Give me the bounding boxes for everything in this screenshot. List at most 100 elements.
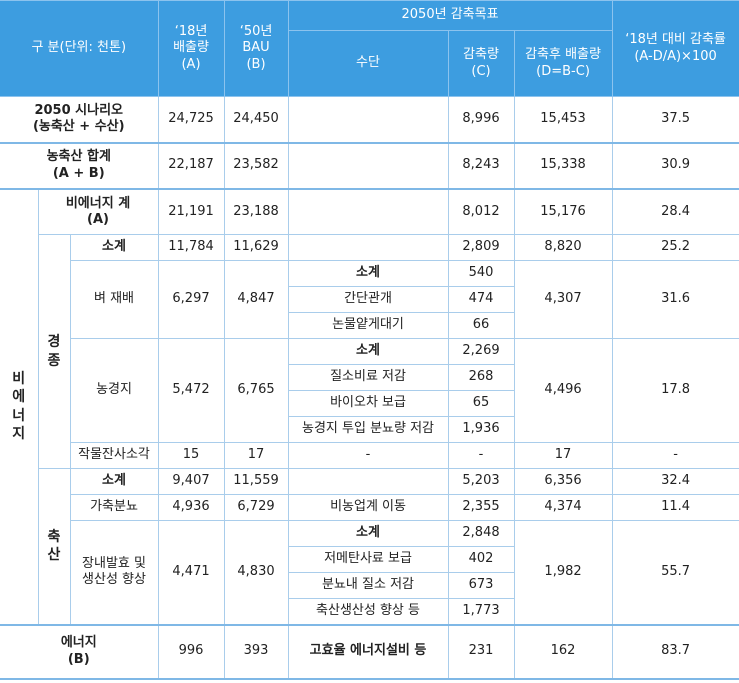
table-row: 논물얕게대기 66 xyxy=(0,312,739,339)
table-cell: 농축산 합계 (A + B) xyxy=(0,141,159,189)
table-cell: 장내발효 및 생산성 향상 xyxy=(70,520,159,625)
table-cell: 가축분뇨 xyxy=(70,494,159,521)
table-cell: 15 xyxy=(157,442,225,469)
table-cell: 32.4 xyxy=(611,468,739,495)
table-cell: 1,936 xyxy=(447,416,515,443)
table-row: 농경지 투입 분뇨량 저감 1,936 xyxy=(0,416,739,443)
table-cell: 66 xyxy=(447,312,515,339)
table-cell: 에너지 (B) xyxy=(0,623,159,679)
table-cell: 996 xyxy=(157,623,225,679)
table-cell: 작물잔사소각 xyxy=(70,442,159,469)
table-cell: 8,996 xyxy=(447,96,515,143)
table-row: 가축분뇨 4,936 6,729 비농업계 이동 2,355 4,374 11.4 xyxy=(0,494,739,521)
table-cell: 농경지 투입 분뇨량 저감 xyxy=(288,416,449,443)
table-cell: 분뇨내 질소 저감 xyxy=(288,572,449,599)
table-cell: 5,472 xyxy=(157,338,225,443)
table-cell: 소계 xyxy=(69,468,159,495)
table-row: 2050 시나리오 (농축산 + 수산) 24,725 24,450 8,996 1… xyxy=(0,96,739,143)
table-cell: 23,582 xyxy=(223,141,289,189)
table-cell: 6,765 xyxy=(223,338,289,443)
table-cell: 1,982 xyxy=(513,520,613,625)
table-cell: 소계 xyxy=(287,260,449,287)
table-cell: 673 xyxy=(447,572,515,599)
table-cell xyxy=(287,187,449,235)
table-cell: 231 xyxy=(447,623,515,679)
table-cell: 25.2 xyxy=(611,234,739,261)
table-row: 축 산 소계 9,407 11,559 5,203 6,356 32.4 xyxy=(0,468,739,625)
table-cell: 23,188 xyxy=(223,187,289,235)
table-cell: 소계 xyxy=(287,520,449,547)
table-cell: 2,809 xyxy=(447,234,515,261)
table-cell: 83.7 xyxy=(611,623,739,679)
table-row: 바이오차 보급 65 xyxy=(0,390,739,417)
table-section: 구 분(단위: 천톤) ‘18년 배출량 (A) ‘50년 BAU (B) 20… xyxy=(0,0,739,97)
table-cell: 2,848 xyxy=(447,520,515,547)
table-cell: 경 종 xyxy=(38,234,71,469)
table-cell xyxy=(287,234,449,261)
table-cell: 55.7 xyxy=(611,520,739,625)
table-cell: 비에너지 계 (A) xyxy=(37,187,159,235)
table-cell: 8,820 xyxy=(513,234,613,261)
table-row: 농경지 5,472 6,765 소계 2,269 4,496 17.8 xyxy=(0,338,739,443)
table-cell: 4,471 xyxy=(157,520,225,625)
table-cell: 31.6 xyxy=(611,260,739,339)
table-cell xyxy=(287,141,449,189)
table-cell: 21,191 xyxy=(157,187,225,235)
table-cell: 저메탄사료 보급 xyxy=(288,546,449,573)
header-cell: 2050년 감축목표 xyxy=(287,0,613,31)
table-cell: - xyxy=(447,442,515,469)
table-cell: 소계 xyxy=(69,234,159,261)
table-cell: 축 산 xyxy=(38,468,71,625)
table-cell xyxy=(287,96,449,143)
table-cell: 4,847 xyxy=(223,260,289,339)
table-cell: 22,187 xyxy=(157,141,225,189)
table-cell: 2,269 xyxy=(447,338,515,365)
table-cell: 벼 재배 xyxy=(70,260,159,339)
header-cell: 감축량 (C) xyxy=(447,30,515,97)
table-cell: 30.9 xyxy=(611,141,739,189)
table-cell: 17 xyxy=(513,442,613,469)
header-cell: ‘18년 배출량 (A) xyxy=(157,0,225,97)
table-cell: 11,559 xyxy=(223,468,289,495)
header-cell: ‘18년 대비 감축률 (A-D/A)×100 xyxy=(611,0,739,97)
table-row: 구 분(단위: 천톤) ‘18년 배출량 (A) ‘50년 BAU (B) 20… xyxy=(0,0,739,97)
header-cell: 구 분(단위: 천톤) xyxy=(0,0,159,97)
table-cell: 2,355 xyxy=(447,494,515,521)
table-cell: 소계 xyxy=(287,338,449,365)
table-cell: 393 xyxy=(223,623,289,679)
table-row: 분뇨내 질소 저감 673 xyxy=(0,572,739,599)
table-cell: 37.5 xyxy=(611,96,739,143)
table-row: 벼 재배 6,297 4,847 소계 540 4,307 31.6 xyxy=(0,260,739,339)
table-cell: 4,307 xyxy=(513,260,613,339)
table-cell: 17.8 xyxy=(611,338,739,443)
table-cell: 6,356 xyxy=(513,468,613,495)
header-cell: 감축후 배출량 (D=B-C) xyxy=(513,30,613,97)
table-cell: 268 xyxy=(447,364,515,391)
table-cell: 15,453 xyxy=(513,96,613,143)
table-cell: 질소비료 저감 xyxy=(288,364,449,391)
table-row: 저메탄사료 보급 402 xyxy=(0,546,739,573)
table-cell: 8,012 xyxy=(447,187,515,235)
table-cell: 540 xyxy=(447,260,515,287)
table-cell: 24,450 xyxy=(223,96,289,143)
table-cell: 402 xyxy=(447,546,515,573)
table-cell: 65 xyxy=(447,390,515,417)
table-cell: 9,407 xyxy=(157,468,225,495)
table-row: 경 종 소계 11,784 11,629 2,809 8,820 25.2 xyxy=(0,234,739,469)
table-cell: 17 xyxy=(223,442,289,469)
table-row: 질소비료 저감 268 xyxy=(0,364,739,391)
table-cell: 15,176 xyxy=(513,187,613,235)
table-section: 2050 시나리오 (농축산 + 수산) 24,725 24,450 8,996 1… xyxy=(0,96,739,679)
table-row: 장내발효 및 생산성 향상 4,471 4,830 소계 2,848 1,982 55… xyxy=(0,520,739,625)
table-cell: 비 에 너 지 xyxy=(0,187,39,625)
table-cell: 바이오차 보급 xyxy=(288,390,449,417)
table-row: 농축산 합계 (A + B) 22,187 23,582 8,243 15,338 3… xyxy=(0,141,739,189)
table-cell: 11,784 xyxy=(157,234,225,261)
table-row: 간단관개 474 xyxy=(0,286,739,313)
table-cell: 비농업계 이동 xyxy=(287,494,449,521)
table-cell: - xyxy=(287,442,449,469)
table-cell: 고효율 에너지설비 등 xyxy=(287,623,449,679)
table-cell: 6,729 xyxy=(223,494,289,521)
table-cell: 5,203 xyxy=(447,468,515,495)
